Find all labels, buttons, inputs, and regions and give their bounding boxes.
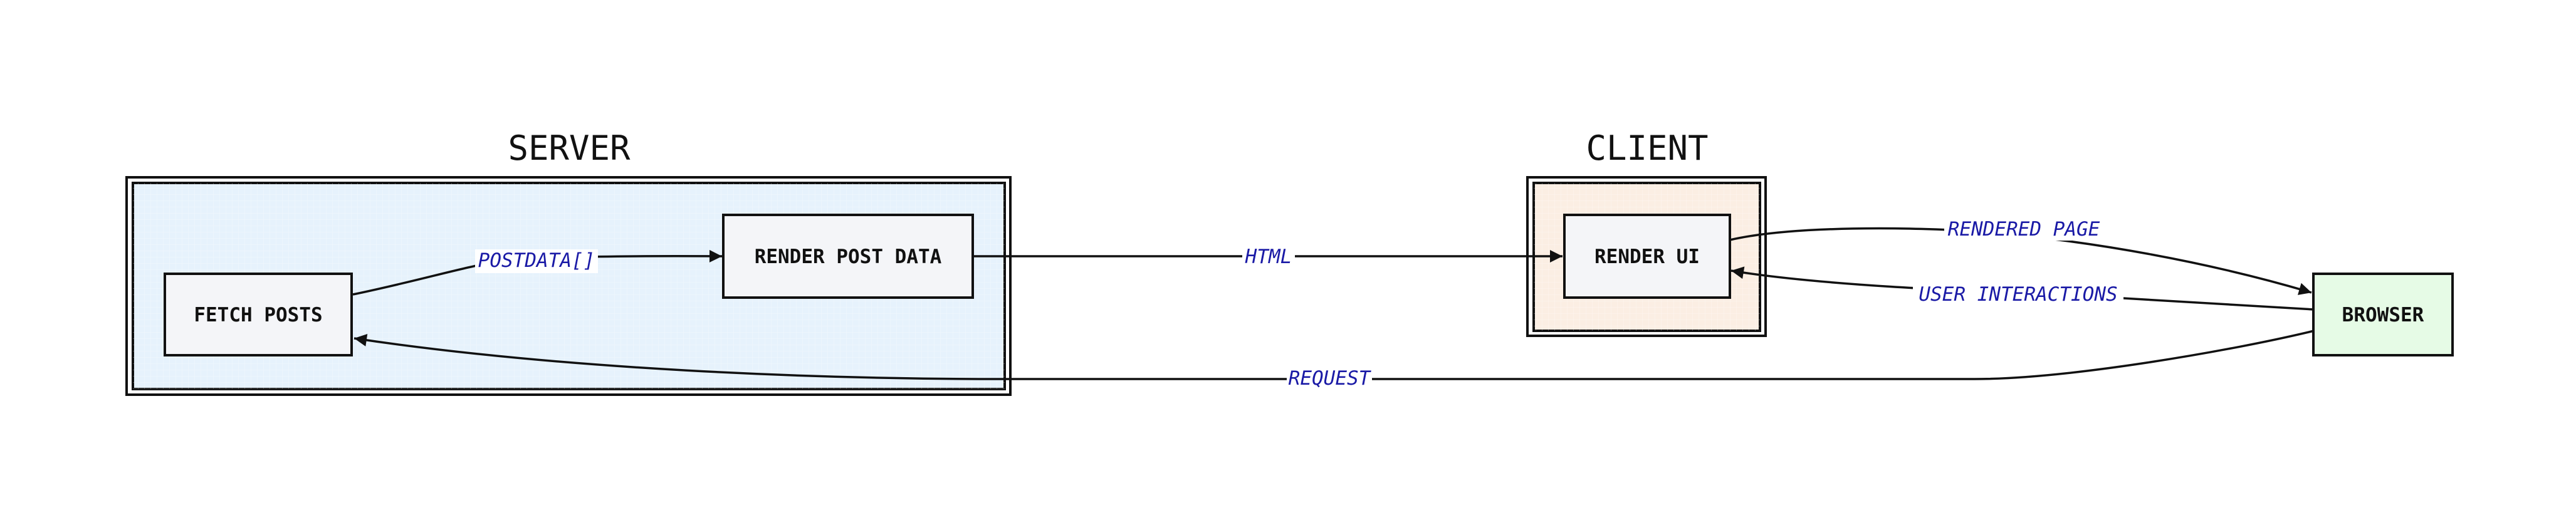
node-fetch-posts[interactable]: FETCH POSTS — [165, 274, 352, 355]
server-cluster-title: SERVER — [508, 128, 631, 168]
node-render-post-data[interactable]: RENDER POST DATA — [723, 215, 973, 298]
node-browser-label: BROWSER — [2342, 304, 2424, 326]
node-render-ui-label: RENDER UI — [1594, 246, 1700, 268]
edge-label-user-interactions: USER INTERACTIONS — [1919, 283, 2117, 306]
node-render-ui[interactable]: RENDER UI — [1564, 215, 1730, 298]
edge-label-request: REQUEST — [1289, 367, 1372, 390]
client-cluster-title: CLIENT — [1586, 128, 1708, 168]
node-fetch-posts-label: FETCH POSTS — [194, 304, 322, 326]
edge-label-rendered-page: RENDERED PAGE — [1948, 218, 2100, 241]
edge-label-html: HTML — [1245, 246, 1292, 268]
node-browser[interactable]: BROWSER — [2313, 274, 2453, 355]
node-render-post-data-label: RENDER POST DATA — [755, 246, 942, 268]
edge-label-postdata: POSTDATA[] — [478, 249, 595, 272]
